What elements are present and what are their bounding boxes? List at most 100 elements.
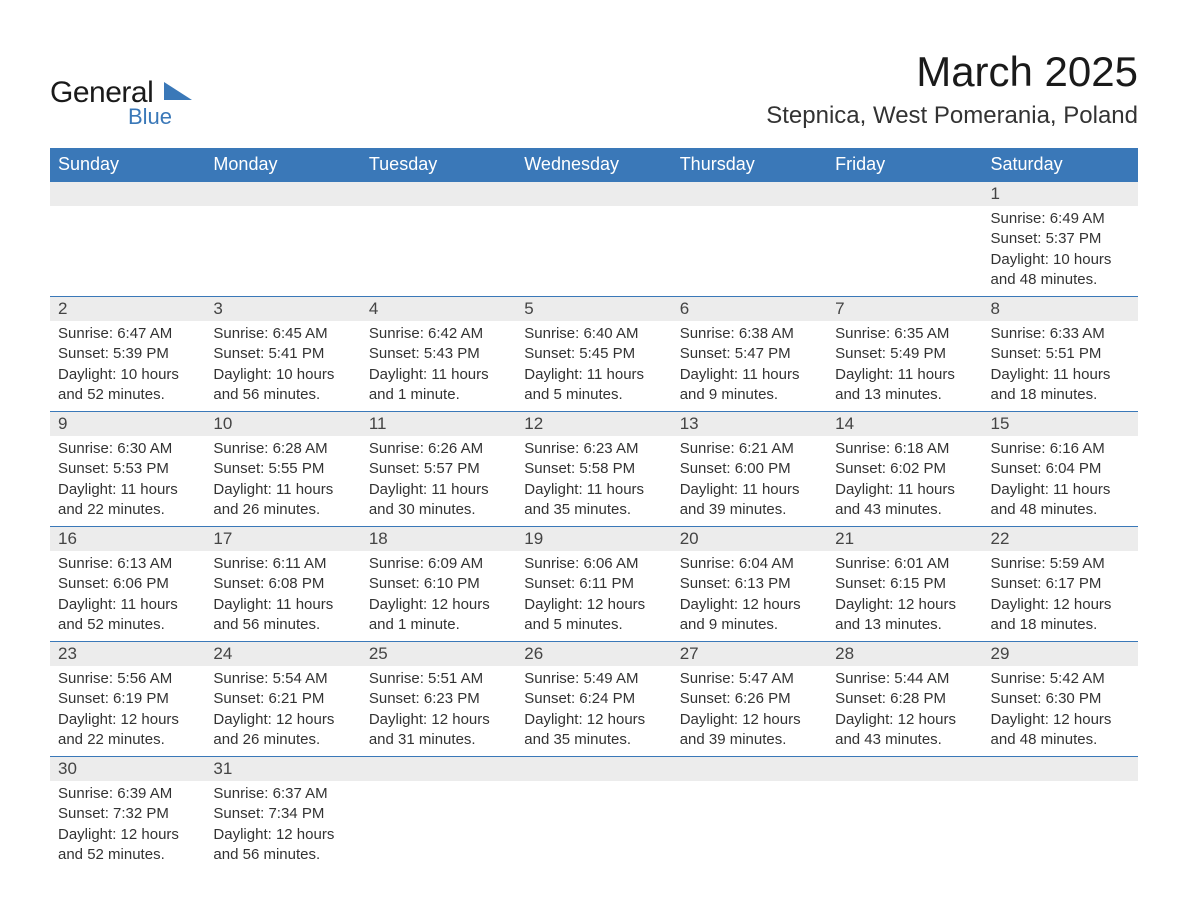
- sunset-text: Sunset: 5:58 PM: [524, 459, 663, 479]
- sunset-text: Sunset: 6:13 PM: [680, 574, 819, 594]
- day-detail-cell: Sunrise: 5:47 AMSunset: 6:26 PMDaylight:…: [672, 666, 827, 757]
- daylight-text: Daylight: 12 hours and 18 minutes.: [991, 595, 1130, 636]
- day-number-cell: 17: [205, 527, 360, 552]
- sunset-text: Sunset: 6:00 PM: [680, 459, 819, 479]
- day-number-cell: 20: [672, 527, 827, 552]
- daylight-text: Daylight: 12 hours and 56 minutes.: [213, 825, 352, 866]
- sunset-text: Sunset: 6:10 PM: [369, 574, 508, 594]
- day-number-cell: [361, 757, 516, 782]
- sunset-text: Sunset: 6:15 PM: [835, 574, 974, 594]
- sunrise-text: Sunrise: 6:26 AM: [369, 439, 508, 459]
- day-detail-cell: Sunrise: 6:16 AMSunset: 6:04 PMDaylight:…: [983, 436, 1138, 527]
- sunrise-text: Sunrise: 5:51 AM: [369, 669, 508, 689]
- day-detail-cell: Sunrise: 6:30 AMSunset: 5:53 PMDaylight:…: [50, 436, 205, 527]
- sunset-text: Sunset: 5:55 PM: [213, 459, 352, 479]
- daylight-text: Daylight: 12 hours and 35 minutes.: [524, 710, 663, 751]
- day-number-cell: [827, 757, 982, 782]
- detail-row: Sunrise: 6:13 AMSunset: 6:06 PMDaylight:…: [50, 551, 1138, 642]
- day-detail-cell: Sunrise: 6:40 AMSunset: 5:45 PMDaylight:…: [516, 321, 671, 412]
- sunrise-text: Sunrise: 5:42 AM: [991, 669, 1130, 689]
- sunset-text: Sunset: 6:17 PM: [991, 574, 1130, 594]
- sunrise-text: Sunrise: 6:33 AM: [991, 324, 1130, 344]
- day-detail-cell: Sunrise: 6:04 AMSunset: 6:13 PMDaylight:…: [672, 551, 827, 642]
- day-number-cell: 29: [983, 642, 1138, 667]
- daylight-text: Daylight: 11 hours and 1 minute.: [369, 365, 508, 406]
- day-detail-cell: Sunrise: 6:01 AMSunset: 6:15 PMDaylight:…: [827, 551, 982, 642]
- col-tuesday: Tuesday: [361, 148, 516, 182]
- day-number-cell: 15: [983, 412, 1138, 437]
- day-detail-cell: Sunrise: 6:33 AMSunset: 5:51 PMDaylight:…: [983, 321, 1138, 412]
- col-friday: Friday: [827, 148, 982, 182]
- detail-row: Sunrise: 6:39 AMSunset: 7:32 PMDaylight:…: [50, 781, 1138, 871]
- day-detail-cell: Sunrise: 6:49 AMSunset: 5:37 PMDaylight:…: [983, 206, 1138, 297]
- day-detail-cell: [50, 206, 205, 297]
- day-detail-cell: Sunrise: 6:23 AMSunset: 5:58 PMDaylight:…: [516, 436, 671, 527]
- daynum-row: 3031: [50, 757, 1138, 782]
- daylight-text: Daylight: 11 hours and 5 minutes.: [524, 365, 663, 406]
- col-sunday: Sunday: [50, 148, 205, 182]
- day-number-cell: [50, 182, 205, 207]
- sunrise-text: Sunrise: 5:49 AM: [524, 669, 663, 689]
- day-number-cell: 23: [50, 642, 205, 667]
- sunrise-text: Sunrise: 6:42 AM: [369, 324, 508, 344]
- sunset-text: Sunset: 7:32 PM: [58, 804, 197, 824]
- day-detail-cell: Sunrise: 5:51 AMSunset: 6:23 PMDaylight:…: [361, 666, 516, 757]
- col-monday: Monday: [205, 148, 360, 182]
- sunset-text: Sunset: 6:24 PM: [524, 689, 663, 709]
- day-detail-cell: [361, 206, 516, 297]
- day-detail-cell: [361, 781, 516, 871]
- day-number-cell: 11: [361, 412, 516, 437]
- day-detail-cell: [672, 206, 827, 297]
- daylight-text: Daylight: 11 hours and 26 minutes.: [213, 480, 352, 521]
- day-detail-cell: Sunrise: 6:26 AMSunset: 5:57 PMDaylight:…: [361, 436, 516, 527]
- sunrise-text: Sunrise: 6:40 AM: [524, 324, 663, 344]
- sunrise-text: Sunrise: 6:01 AM: [835, 554, 974, 574]
- sunrise-text: Sunrise: 6:49 AM: [991, 209, 1130, 229]
- detail-row: Sunrise: 6:47 AMSunset: 5:39 PMDaylight:…: [50, 321, 1138, 412]
- sunrise-text: Sunrise: 6:39 AM: [58, 784, 197, 804]
- day-detail-cell: Sunrise: 5:42 AMSunset: 6:30 PMDaylight:…: [983, 666, 1138, 757]
- daylight-text: Daylight: 11 hours and 9 minutes.: [680, 365, 819, 406]
- sunset-text: Sunset: 5:37 PM: [991, 229, 1130, 249]
- sunset-text: Sunset: 5:45 PM: [524, 344, 663, 364]
- daynum-row: 2345678: [50, 297, 1138, 322]
- day-number-cell: 28: [827, 642, 982, 667]
- day-detail-cell: Sunrise: 6:13 AMSunset: 6:06 PMDaylight:…: [50, 551, 205, 642]
- daynum-row: 1: [50, 182, 1138, 207]
- calendar-body: 1Sunrise: 6:49 AMSunset: 5:37 PMDaylight…: [50, 182, 1138, 872]
- daylight-text: Daylight: 10 hours and 52 minutes.: [58, 365, 197, 406]
- sunrise-text: Sunrise: 6:23 AM: [524, 439, 663, 459]
- daynum-row: 23242526272829: [50, 642, 1138, 667]
- daylight-text: Daylight: 12 hours and 52 minutes.: [58, 825, 197, 866]
- title-month: March 2025: [766, 48, 1138, 96]
- sunset-text: Sunset: 6:23 PM: [369, 689, 508, 709]
- day-number-cell: [827, 182, 982, 207]
- day-number-cell: [516, 757, 671, 782]
- day-number-cell: 18: [361, 527, 516, 552]
- day-detail-cell: Sunrise: 5:56 AMSunset: 6:19 PMDaylight:…: [50, 666, 205, 757]
- day-number-cell: [516, 182, 671, 207]
- sunrise-text: Sunrise: 6:21 AM: [680, 439, 819, 459]
- detail-row: Sunrise: 5:56 AMSunset: 6:19 PMDaylight:…: [50, 666, 1138, 757]
- day-detail-cell: Sunrise: 5:59 AMSunset: 6:17 PMDaylight:…: [983, 551, 1138, 642]
- day-detail-cell: Sunrise: 6:11 AMSunset: 6:08 PMDaylight:…: [205, 551, 360, 642]
- day-detail-cell: [827, 206, 982, 297]
- daylight-text: Daylight: 12 hours and 9 minutes.: [680, 595, 819, 636]
- day-number-cell: 12: [516, 412, 671, 437]
- daylight-text: Daylight: 11 hours and 13 minutes.: [835, 365, 974, 406]
- daylight-text: Daylight: 11 hours and 35 minutes.: [524, 480, 663, 521]
- daylight-text: Daylight: 10 hours and 56 minutes.: [213, 365, 352, 406]
- sunset-text: Sunset: 5:57 PM: [369, 459, 508, 479]
- day-detail-cell: [672, 781, 827, 871]
- day-number-cell: 6: [672, 297, 827, 322]
- sunrise-text: Sunrise: 5:47 AM: [680, 669, 819, 689]
- day-number-cell: 9: [50, 412, 205, 437]
- day-number-cell: [361, 182, 516, 207]
- day-number-cell: 8: [983, 297, 1138, 322]
- col-saturday: Saturday: [983, 148, 1138, 182]
- day-detail-cell: [827, 781, 982, 871]
- sunrise-text: Sunrise: 6:11 AM: [213, 554, 352, 574]
- day-number-cell: [672, 757, 827, 782]
- day-number-cell: 25: [361, 642, 516, 667]
- daylight-text: Daylight: 12 hours and 43 minutes.: [835, 710, 974, 751]
